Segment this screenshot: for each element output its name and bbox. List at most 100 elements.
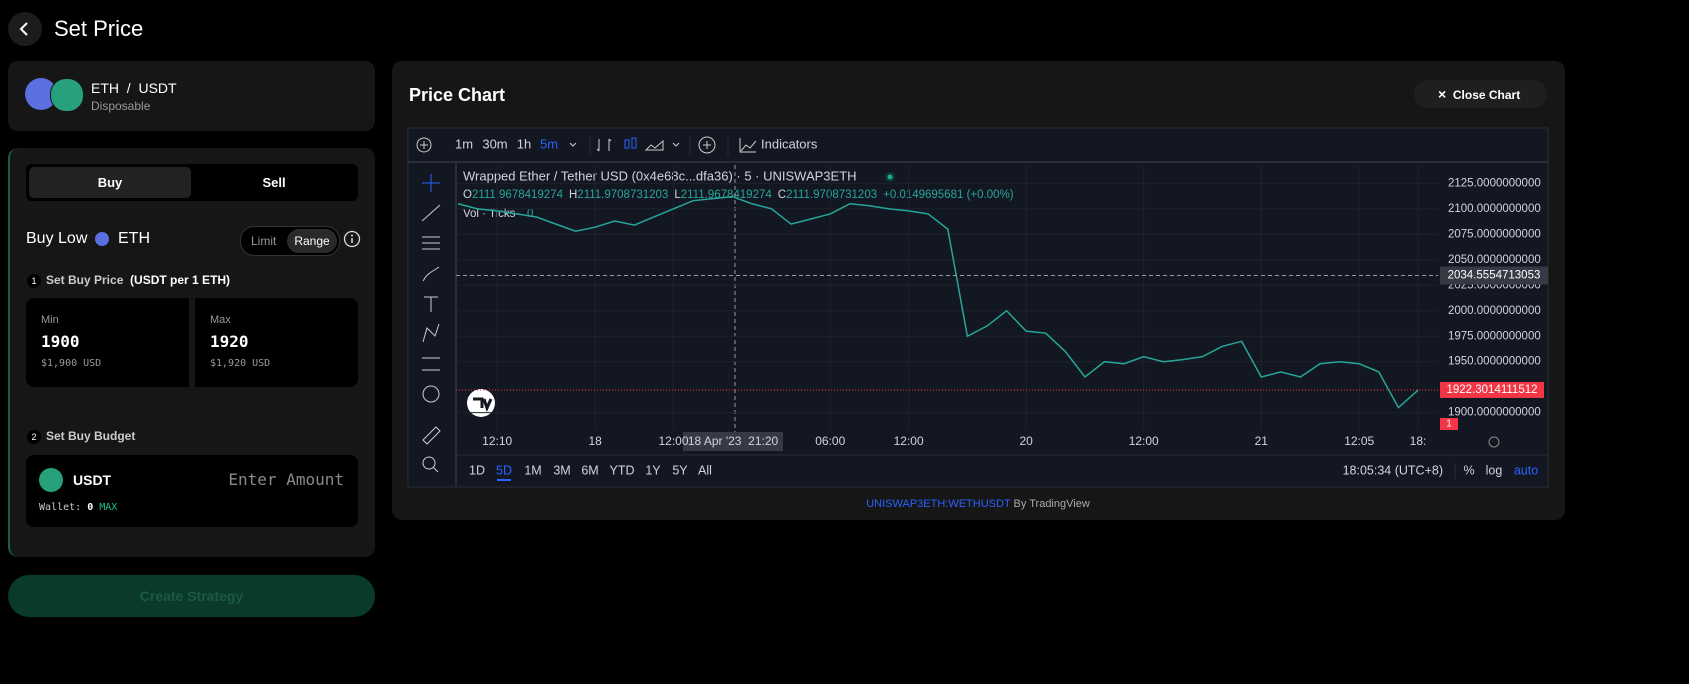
chart-card-title: Price Chart [409, 85, 506, 105]
add-icon[interactable] [698, 136, 716, 154]
zoom-tool[interactable] [422, 456, 436, 470]
scale-option[interactable]: % [1463, 463, 1474, 477]
range-button[interactable]: 1Y [645, 463, 661, 477]
footer-symbol[interactable]: UNISWAP3ETH:WETHUSDT [866, 498, 1011, 510]
compare-icon[interactable] [596, 138, 612, 152]
volume-badge: 1 [1446, 419, 1452, 430]
add-symbol-plus [420, 141, 428, 149]
buy-tab[interactable]: Buy [29, 167, 191, 198]
y-tick-label: 1950.0000000000 [1448, 356, 1541, 368]
min-value: 1900 [41, 332, 80, 351]
back-button[interactable] [8, 12, 42, 46]
x-tick-label: 18: [1410, 434, 1427, 448]
ruler-tool[interactable] [422, 426, 441, 445]
budget-token: USDT [73, 472, 112, 488]
wallet-label: Wallet: [39, 502, 82, 513]
ohlc-label: C [778, 189, 786, 201]
x-tick-label: 21 [1255, 434, 1269, 448]
area-icon[interactable] [644, 139, 664, 151]
strategy-asset: ETH [118, 230, 150, 247]
max-value: 1920 [210, 332, 249, 351]
chart-frame [407, 127, 1549, 488]
range-mode[interactable]: Range [287, 229, 337, 253]
ohlc-value: 2111.9708731203 [786, 189, 877, 201]
range-button[interactable]: YTD [610, 463, 635, 477]
settings-icon[interactable] [1488, 436, 1500, 448]
interval-button[interactable]: 1h [517, 136, 531, 151]
y-tick-label: 1900.0000000000 [1448, 407, 1541, 419]
min-label: Min [41, 314, 59, 326]
pair-card: ETH / USDT Disposable [8, 61, 375, 131]
text-tool[interactable] [424, 296, 438, 312]
pair-name: ETH / USDT [91, 80, 177, 96]
interval-button[interactable]: 1m [455, 136, 473, 151]
forecast-tool[interactable] [422, 357, 440, 371]
last-price-box [1440, 381, 1544, 398]
scale-option[interactable]: auto [1514, 463, 1538, 477]
x-tick-label: 18 [588, 434, 602, 448]
interval-button[interactable]: 30m [482, 136, 507, 151]
max-button[interactable]: MAX [99, 502, 118, 513]
crosshair-price: 2034.5554713053 [1448, 270, 1541, 282]
range-button[interactable]: All [698, 463, 712, 477]
max-label: Max [210, 314, 231, 326]
wallet: Wallet: 0 MAX [39, 502, 117, 513]
range-button[interactable]: 1D [469, 463, 485, 477]
fib-tool[interactable] [422, 236, 440, 250]
add-plus [703, 141, 711, 149]
clock: 18:05:34 (UTC+8) [1343, 463, 1443, 477]
pattern-tool[interactable] [422, 323, 440, 343]
market-status-dot [887, 174, 893, 180]
side-toggle: Buy Sell [26, 164, 358, 201]
emoji-tool[interactable] [422, 385, 440, 403]
strategy-card: Buy Sell Buy Low ETH Limit Range 1 Set B… [8, 148, 375, 557]
trend-tool[interactable] [421, 204, 441, 222]
candle-icon[interactable] [624, 139, 630, 149]
candle-icon [631, 137, 637, 149]
indicators-icon[interactable] [739, 138, 757, 153]
strategy-title: Buy Low [26, 230, 88, 247]
min-box[interactable]: Min 1900 $1,900 USD [26, 298, 189, 387]
sell-tab[interactable]: Sell [262, 175, 286, 190]
info-icon[interactable] [343, 230, 361, 248]
crosshair-date: 18 Apr '23 21:20 [688, 434, 779, 448]
x-tick-label: 12:00 [894, 434, 924, 448]
range-button[interactable]: 5D [496, 463, 512, 477]
footer-by: By TradingView [1014, 498, 1090, 510]
crosshair-date-box [683, 432, 783, 451]
usdt-icon [39, 468, 63, 492]
close-chart-button[interactable]: × Close Chart [1414, 80, 1547, 108]
max-box[interactable]: Max 1920 $1,920 USD [195, 298, 358, 387]
ohlc-value: 2111.9708731203 [577, 189, 668, 201]
create-strategy-button[interactable]: Create Strategy [8, 575, 375, 617]
range-button[interactable]: 5Y [672, 463, 688, 477]
range-button[interactable]: 1M [524, 463, 541, 477]
pair-label: Disposable [91, 99, 151, 113]
range-button[interactable]: 3M [553, 463, 570, 477]
brush-tool[interactable] [422, 266, 440, 282]
x-tick-label: 12:10 [482, 434, 512, 448]
ohlc-label: H [569, 189, 577, 201]
dropdown-chevrons[interactable] [569, 142, 680, 147]
interval-button[interactable]: 5m [540, 136, 558, 151]
volume-value: 0 [527, 208, 533, 220]
step-title: Set Buy Price (USDT per 1 ETH) [46, 273, 230, 287]
add-symbol-icon[interactable] [416, 137, 432, 153]
scale-option[interactable]: log [1486, 463, 1503, 477]
limit-mode[interactable]: Limit [251, 234, 277, 248]
amount-input[interactable]: Enter Amount [228, 470, 344, 489]
base: ETH [91, 80, 119, 96]
y-tick-label: 2125.0000000000 [1448, 177, 1541, 189]
x-tick-label: 20 [1019, 434, 1033, 448]
toolbar-separators [589, 135, 729, 155]
ohlc-value: 2111.9678419274 [681, 189, 773, 201]
back-icon [19, 22, 28, 36]
indicators-button[interactable]: Indicators [761, 136, 818, 151]
range-button[interactable]: 6M [581, 463, 598, 477]
crosshair-tool[interactable] [422, 174, 440, 192]
x-tick-label: 06:00 [815, 434, 845, 448]
last-price: 1922.3014111512 [1446, 384, 1537, 396]
max-usd: $1,920 USD [210, 358, 271, 369]
asset-icon [95, 232, 109, 246]
